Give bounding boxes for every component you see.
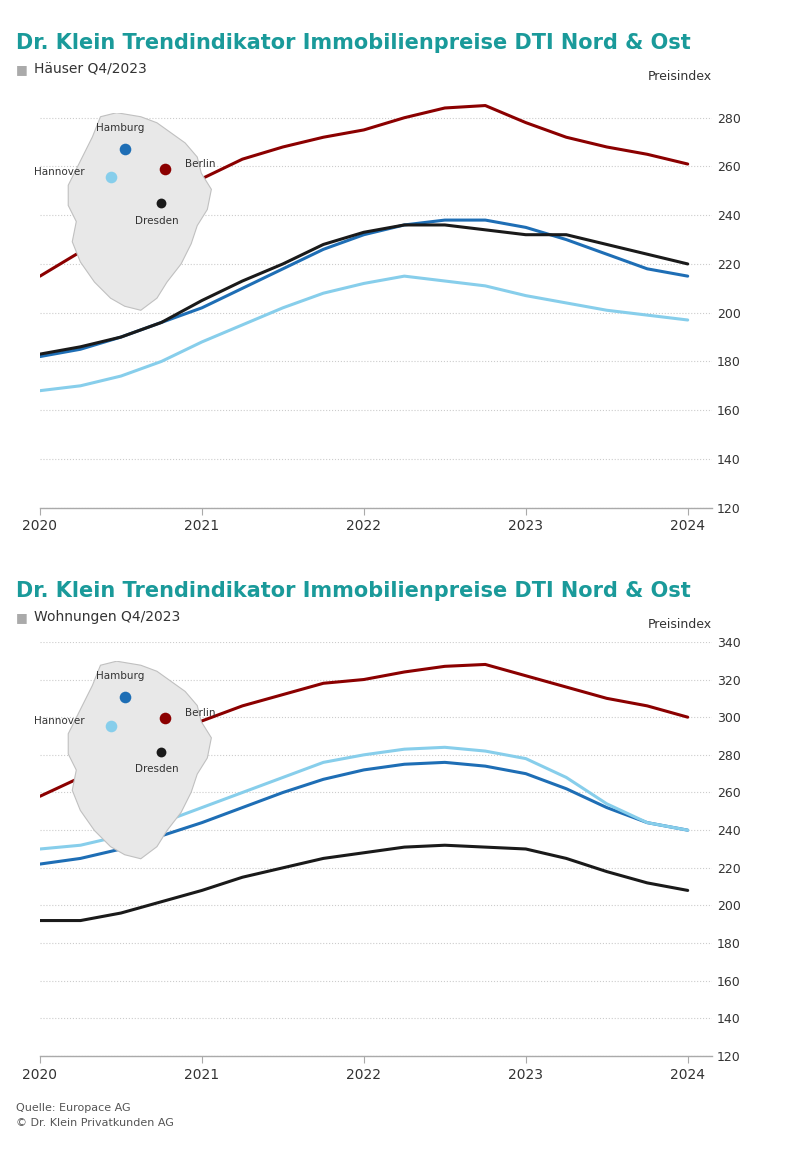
Text: Quelle: Europace AG: Quelle: Europace AG <box>16 1103 130 1113</box>
Text: Dr. Klein Trendindikator Immobilienpreise DTI Nord & Ost: Dr. Klein Trendindikator Immobilienpreis… <box>16 33 690 53</box>
Text: © Dr. Klein Privatkunden AG: © Dr. Klein Privatkunden AG <box>16 1118 174 1128</box>
Text: Wohnungen Q4/2023: Wohnungen Q4/2023 <box>34 610 180 624</box>
Text: Preisindex: Preisindex <box>648 619 712 631</box>
Text: ■: ■ <box>16 63 28 76</box>
Text: Preisindex: Preisindex <box>648 70 712 83</box>
Text: Dr. Klein Trendindikator Immobilienpreise DTI Nord & Ost: Dr. Klein Trendindikator Immobilienpreis… <box>16 581 690 601</box>
Text: Häuser Q4/2023: Häuser Q4/2023 <box>34 62 146 76</box>
Text: ■: ■ <box>16 612 28 624</box>
